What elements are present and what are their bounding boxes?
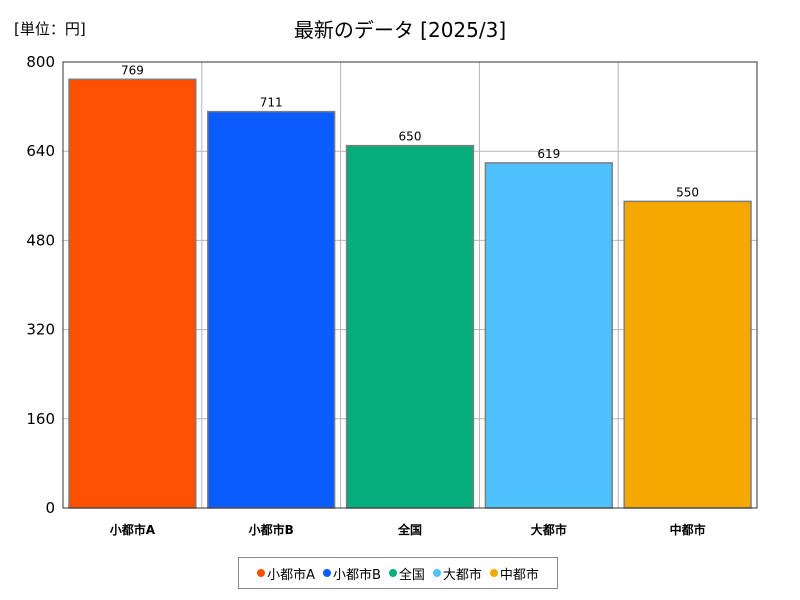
- legend-item: 全国: [388, 564, 425, 583]
- bar-value-label: 619: [537, 147, 560, 161]
- legend-item: 小都市A: [257, 564, 315, 583]
- bar: [484, 162, 613, 509]
- x-tick-label: 小都市B: [249, 522, 294, 537]
- x-tick-label: 中都市: [670, 522, 706, 537]
- legend-item: 小都市B: [322, 564, 381, 583]
- y-tick-label: 640: [26, 142, 55, 160]
- x-tick-label: 全国: [397, 522, 422, 537]
- legend-label: 小都市A: [267, 567, 315, 583]
- legend-marker: [388, 569, 397, 577]
- bar-value-label: 650: [399, 130, 422, 144]
- bar: [68, 78, 197, 509]
- chart-legend: 小都市A 小都市B 全国 大都市 中都市: [238, 557, 558, 589]
- legend-marker: [322, 569, 331, 577]
- y-tick-label: 320: [26, 321, 55, 339]
- legend-item: 中都市: [489, 564, 539, 583]
- bar: [207, 110, 336, 509]
- plot-frame: [62, 61, 758, 509]
- bar-value-label: 711: [260, 96, 283, 110]
- x-tick-label: 小都市A: [110, 522, 156, 537]
- legend-label: 大都市: [442, 567, 482, 583]
- legend-marker: [257, 569, 266, 577]
- y-tick-label: 800: [26, 53, 55, 71]
- legend-label: 中都市: [499, 567, 539, 583]
- bar: [345, 144, 475, 509]
- bar: [623, 200, 752, 509]
- bar-value-label: 550: [676, 185, 699, 199]
- bar-value-label: 769: [121, 63, 144, 77]
- legend-label: 全国: [398, 567, 425, 583]
- y-tick-label: 480: [26, 231, 55, 249]
- x-tick-label: 大都市: [531, 522, 567, 537]
- legend-marker: [432, 569, 441, 577]
- unit-label: [単位：円]: [14, 20, 86, 38]
- chart-title: 最新のデータ [2025/3]: [293, 18, 507, 42]
- y-tick-label: 160: [26, 410, 55, 428]
- legend-marker: [489, 569, 498, 577]
- legend-label: 小都市B: [332, 567, 381, 583]
- legend-item: 大都市: [432, 564, 482, 583]
- y-tick-label: 0: [45, 499, 55, 517]
